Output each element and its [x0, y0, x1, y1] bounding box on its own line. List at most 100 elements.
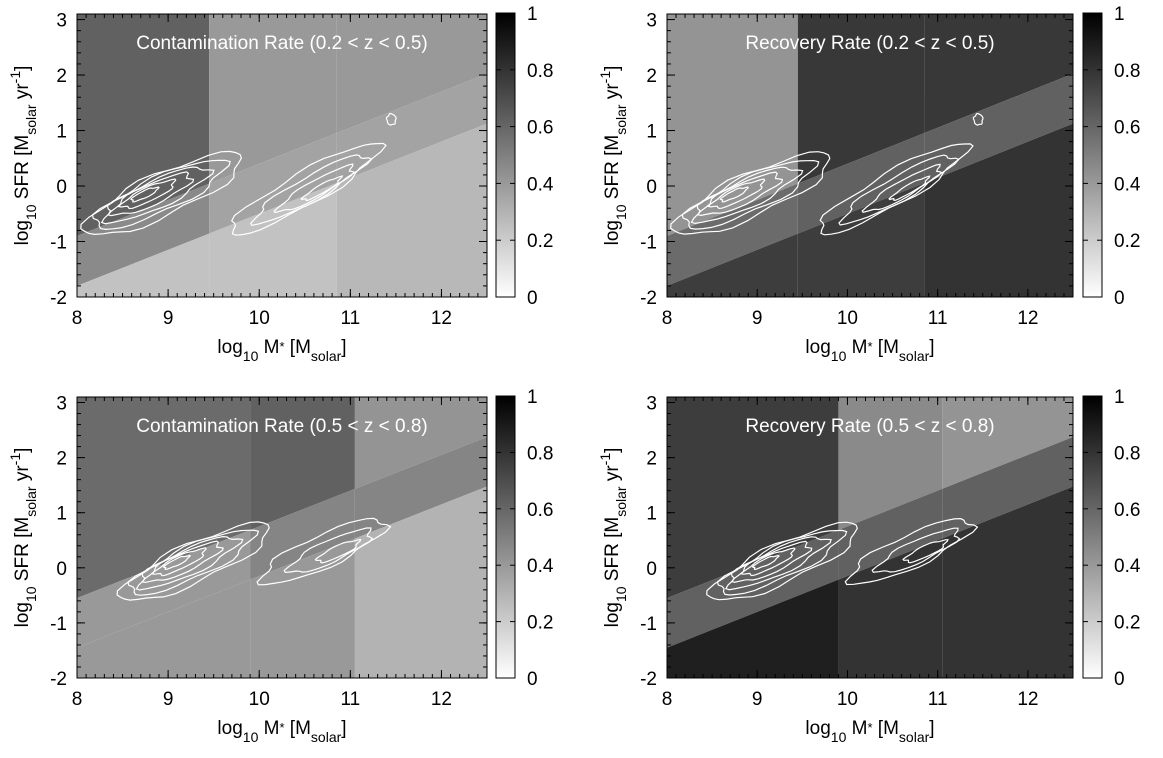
plot-area [667, 14, 1073, 297]
colorbar [495, 395, 516, 679]
y-tick-label: 1 [56, 504, 67, 525]
contour-line [871, 527, 961, 573]
y-tick-label: 1 [56, 122, 67, 143]
plot-frame [666, 13, 1074, 298]
y-tick-label: 2 [646, 449, 657, 470]
region-lower-bin-1 [667, 233, 798, 297]
contour-line [751, 554, 780, 571]
region-band-bin-2 [797, 133, 925, 234]
contour-line [256, 517, 392, 586]
colorbar-tick-label: 0.8 [527, 61, 553, 82]
x-tick-label: 12 [1017, 689, 1038, 710]
colorbar-tick-label: 0.8 [1114, 443, 1140, 464]
region-band-bin-3 [336, 73, 487, 184]
region-upper-bin-2 [250, 397, 355, 531]
region-upper-bin-3 [336, 14, 487, 134]
colorbar-tick-label: 0.4 [527, 556, 554, 577]
colorbar-tick-label: 0.4 [1114, 556, 1141, 577]
x-tick-label: 8 [72, 689, 83, 710]
panel-4: Recovery Rate (0.5 < z < 0.8)8 9 10 11 12-2-… [597, 387, 1141, 745]
y-axis-label: log10 SFR [Msolar yr-1] [597, 66, 629, 246]
colorbar-tick-label: 1 [527, 387, 538, 408]
plot-area [77, 397, 487, 678]
region-band-bin-2 [209, 133, 337, 234]
contour-line [861, 163, 943, 213]
plot-area [667, 397, 1073, 678]
region-lower-bin-3 [924, 123, 1073, 297]
contour-line [80, 150, 243, 236]
contour-line [230, 142, 387, 236]
contour-line [273, 163, 355, 214]
contour-line [135, 535, 244, 591]
y-tick-label: 0 [56, 559, 67, 580]
panel-1: Contamination Rate (0.2 < z < 0.5)8 9 10 11… [7, 4, 554, 364]
region-upper-bin-1 [77, 397, 251, 599]
contour-line [100, 166, 215, 225]
x-tick-label: 12 [431, 308, 452, 329]
colorbar-tick-label: 0.8 [1114, 61, 1140, 82]
contour-line [162, 554, 192, 571]
colorbar-tick-label: 0 [527, 669, 538, 690]
contour-line [249, 154, 373, 226]
x-axis-label: log10 M* [Msolar] [217, 337, 346, 364]
y-tick-label: 3 [56, 11, 67, 32]
plot-frame [76, 396, 488, 679]
contour-line [681, 159, 820, 230]
y-tick-label: 3 [56, 394, 67, 415]
y-tick-label: 3 [646, 394, 657, 415]
contour-line [151, 547, 207, 577]
region-upper-bin-1 [667, 397, 839, 599]
panel-2: Recovery Rate (0.2 < z < 0.5)8 9 10 11 12-2-… [597, 4, 1141, 364]
x-tick-label: 8 [662, 308, 673, 329]
region-lower-bin-2 [838, 538, 943, 678]
contour-line [844, 517, 979, 586]
colorbar-tick-label: 0.6 [1114, 118, 1140, 139]
region-lower-bin-3 [942, 486, 1073, 678]
colorbar-tick-label: 0 [1114, 288, 1125, 309]
region-band-bin-3 [924, 73, 1073, 184]
region-lower-bin-1 [77, 579, 251, 678]
y-tick-label: -1 [640, 614, 657, 635]
colorbar-tick-label: 0.8 [527, 443, 553, 464]
colorbar-tick-label: 0 [527, 288, 538, 309]
region-band-bin-3 [942, 436, 1073, 539]
y-tick-label: -1 [640, 233, 657, 254]
y-tick-label: 0 [56, 177, 67, 198]
contour-line [706, 521, 858, 601]
x-tick-label: 9 [752, 689, 763, 710]
region-lower-bin-2 [250, 538, 355, 678]
x-tick-label: 11 [340, 689, 360, 710]
colorbar-tick-label: 0 [1114, 669, 1125, 690]
colorbar-tick-label: 0.6 [1114, 500, 1140, 521]
y-tick-label: -1 [50, 614, 67, 635]
x-tick-label: 9 [163, 689, 174, 710]
y-axis-label: log10 SFR [Msolar yr-1] [7, 66, 39, 246]
x-tick-label: 10 [837, 689, 858, 710]
y-tick-label: -2 [640, 669, 657, 690]
region-lower-bin-1 [667, 579, 839, 678]
x-axis-label: log10 M* [Msolar] [217, 718, 346, 745]
region-lower-bin-3 [354, 486, 487, 678]
contour-line [716, 529, 848, 596]
contour-line [740, 547, 796, 577]
contour-line [116, 521, 270, 601]
contour-line [838, 154, 960, 226]
contour-line [385, 112, 397, 126]
panel-3: Contamination Rate (0.5 < z < 0.8)8 9 10 11… [7, 387, 554, 745]
contour-line [670, 151, 831, 235]
x-axis-label: log10 M* [Msolar] [805, 337, 934, 364]
panel-title: Contamination Rate (0.2 < z < 0.5) [136, 33, 428, 54]
plot-frame [666, 396, 1074, 679]
region-band-bin-3 [354, 436, 487, 539]
x-tick-label: 8 [72, 308, 83, 329]
region-upper-bin-2 [838, 397, 943, 531]
y-tick-label: 0 [646, 559, 657, 580]
y-tick-label: 0 [646, 177, 657, 198]
region-lower-bin-1 [77, 233, 210, 297]
colorbar-tick-label: 0.6 [527, 118, 553, 139]
x-tick-label: 10 [837, 308, 858, 329]
x-tick-label: 10 [249, 689, 270, 710]
region-upper-bin-3 [354, 397, 487, 489]
y-tick-label: -2 [50, 288, 67, 309]
